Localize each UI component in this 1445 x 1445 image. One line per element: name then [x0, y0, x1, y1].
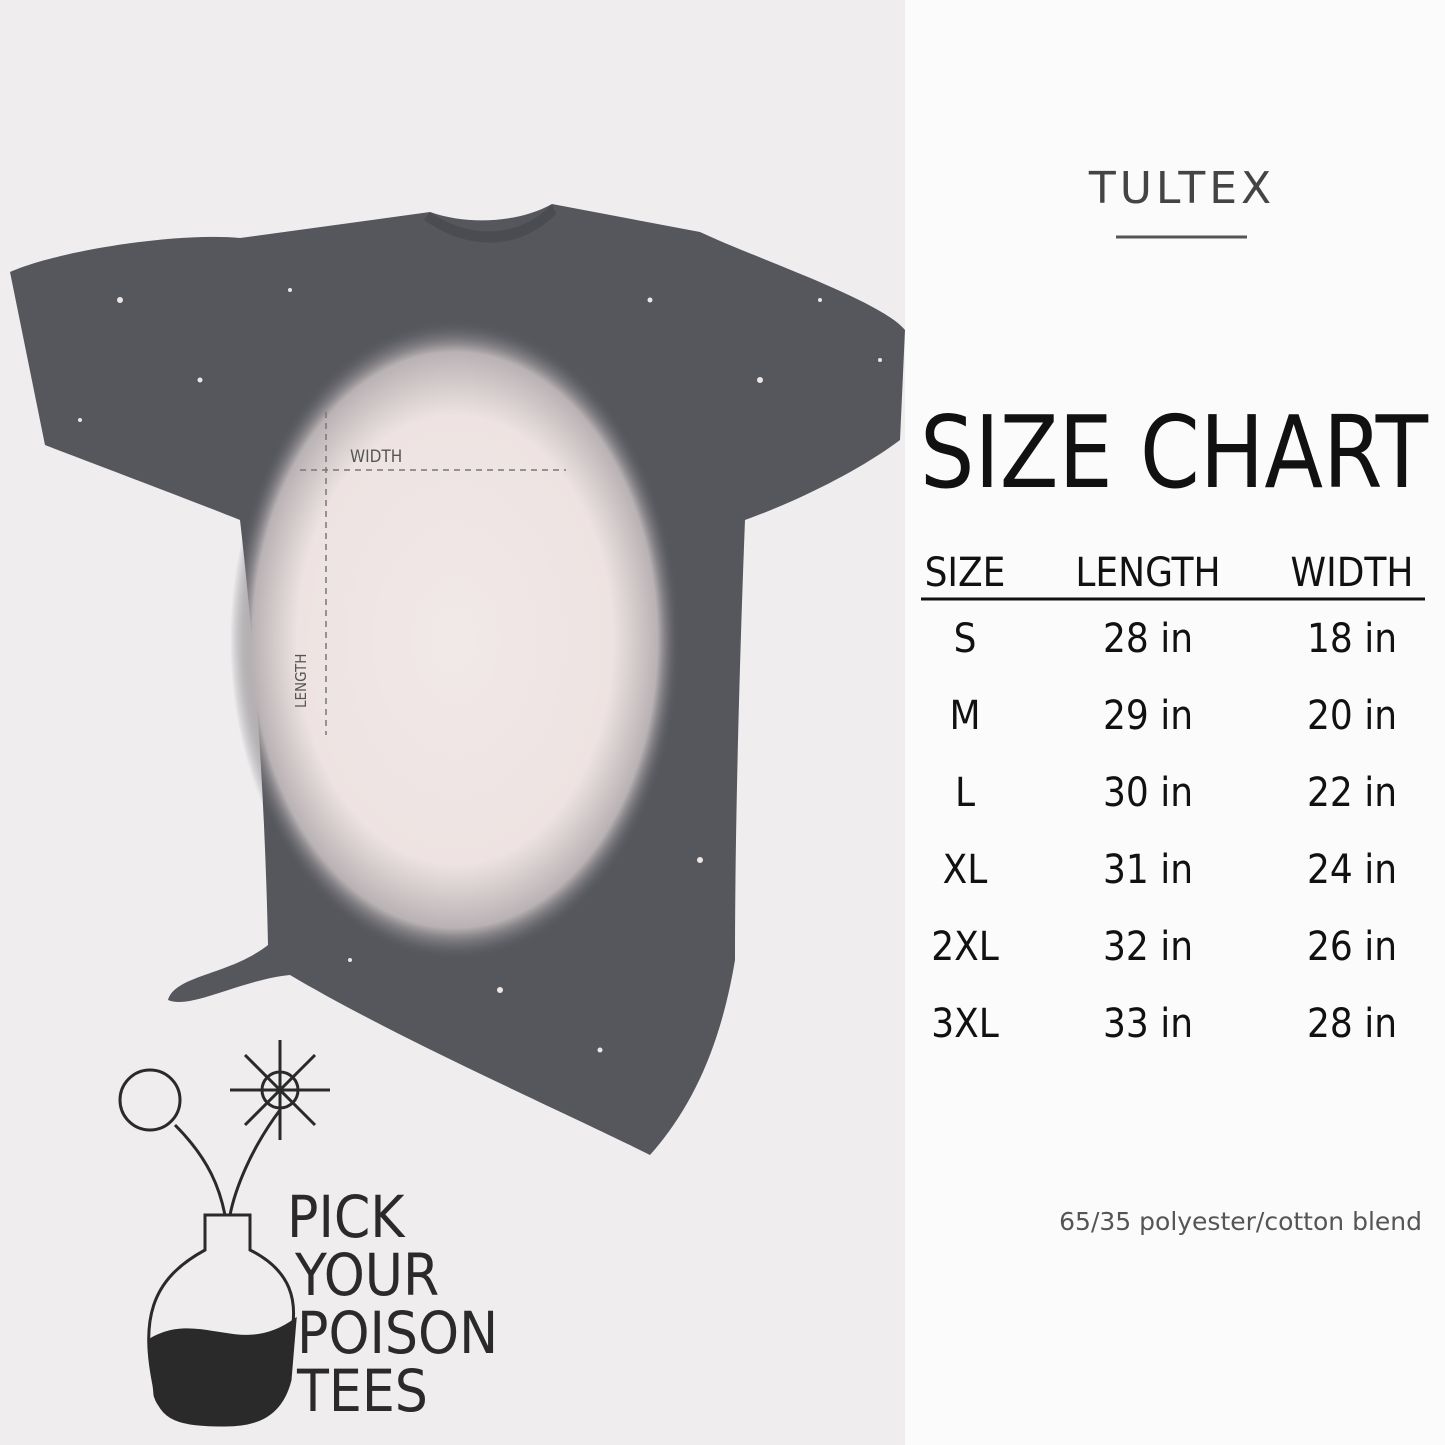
title: SIZE CHART: [920, 394, 1429, 511]
logo-line: PICK: [287, 1183, 406, 1251]
cell: 2XL: [931, 924, 999, 970]
cell: 20 in: [1307, 693, 1397, 739]
size-table: SIZE LENGTH WIDTH S 28 in 18 in M 29 in 20 in L 30…: [925, 550, 1414, 1047]
footnote: 65/35 polyester/cotton blend: [1059, 1207, 1422, 1236]
header-cell: WIDTH: [1291, 550, 1414, 596]
cell: 31 in: [1103, 847, 1193, 893]
cell: 18 in: [1307, 616, 1397, 662]
cell: 26 in: [1307, 924, 1397, 970]
cell: 30 in: [1103, 770, 1193, 816]
logo: [118, 1040, 330, 1427]
cell: 3XL: [931, 1001, 999, 1047]
logo-line: YOUR: [294, 1241, 439, 1309]
cell: 33 in: [1103, 1001, 1193, 1047]
t-shirt: WIDTH LENGTH: [10, 204, 905, 1155]
logo-line: POISON: [297, 1299, 498, 1367]
width-label: WIDTH: [350, 447, 402, 467]
cell: L: [955, 770, 975, 816]
logo-line: TEES: [296, 1357, 428, 1425]
header-cell: LENGTH: [1075, 550, 1220, 596]
brand: TULTEX: [1088, 163, 1275, 214]
header-cell: SIZE: [925, 550, 1006, 596]
chart-background: [905, 0, 1445, 1445]
cell: S: [954, 616, 977, 662]
cell: 28 in: [1103, 616, 1193, 662]
cell: XL: [943, 847, 988, 893]
cell: 24 in: [1307, 847, 1397, 893]
cell: 32 in: [1103, 924, 1193, 970]
cell: M: [949, 693, 980, 739]
cell: 28 in: [1307, 1001, 1397, 1047]
cell: 22 in: [1307, 770, 1397, 816]
cell: 29 in: [1103, 693, 1193, 739]
length-label: LENGTH: [292, 654, 310, 708]
